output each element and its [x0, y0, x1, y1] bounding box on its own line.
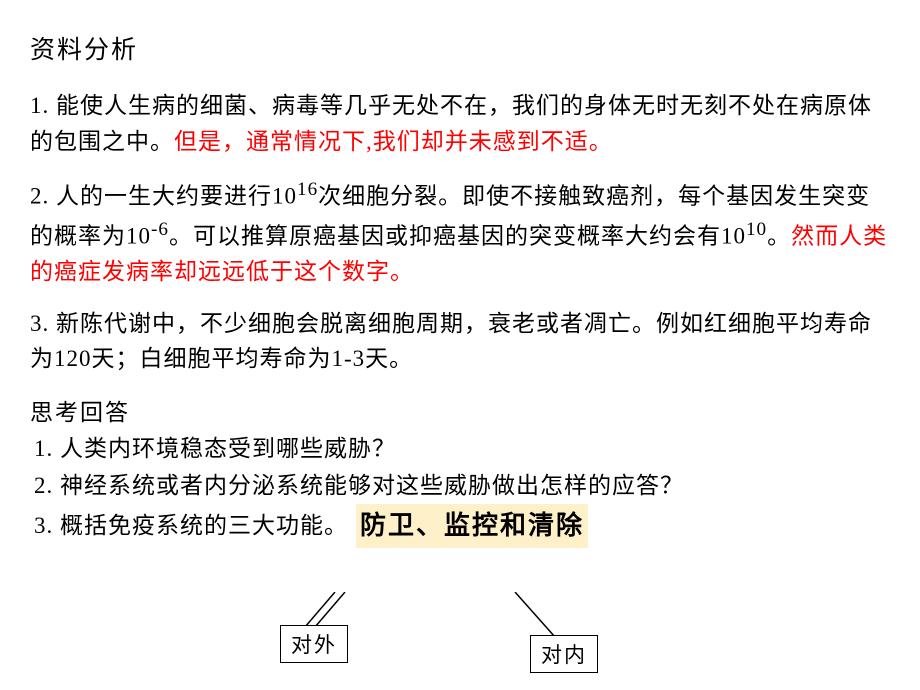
p1-red-text: 但是，通常情况下,我们却并未感到不适。 — [174, 129, 613, 154]
p2a: 2. 人的一生大约要进行10 — [30, 184, 297, 209]
think-title: 思考回答 — [30, 393, 890, 427]
p2-sup2: -6 — [151, 219, 169, 240]
box-right: 对内 — [530, 635, 598, 673]
question-2: 2. 神经系统或者内分泌系统能够对这些威胁做出怎样的应答？ — [30, 468, 890, 505]
callout-diagram: 对外 对内 — [280, 592, 700, 672]
p2c: 。可以推算原癌基因或抑癌基因的突变概率大约会有10 — [169, 223, 746, 248]
question-3: 3. 概括免疫系统的三大功能。 — [34, 508, 348, 545]
paragraph-3: 3. 新陈代谢中，不少细胞会脱离细胞周期，衰老或者凋亡。例如红细胞平均寿命为12… — [30, 306, 890, 377]
answer-highlight: 防卫、监控和清除 — [356, 504, 588, 548]
p2-sup1: 16 — [297, 179, 318, 200]
p2d: 。 — [767, 223, 791, 248]
box-left: 对外 — [280, 625, 348, 663]
section-title: 资料分析 — [30, 30, 890, 66]
p2-sup3: 10 — [746, 219, 767, 240]
question-3-row: 3. 概括免疫系统的三大功能。 防卫、监控和清除 — [30, 504, 890, 548]
question-1: 1. 人类内环境稳态受到哪些威胁？ — [30, 431, 890, 468]
paragraph-1: 1. 能使人生病的细菌、病毒等几乎无处不在，我们的身体无时无刻不处在病原体的包围… — [30, 88, 890, 159]
paragraph-2: 2. 人的一生大约要进行1016次细胞分裂。即使不接触致癌剂，每个基因发生突变的… — [30, 175, 890, 289]
